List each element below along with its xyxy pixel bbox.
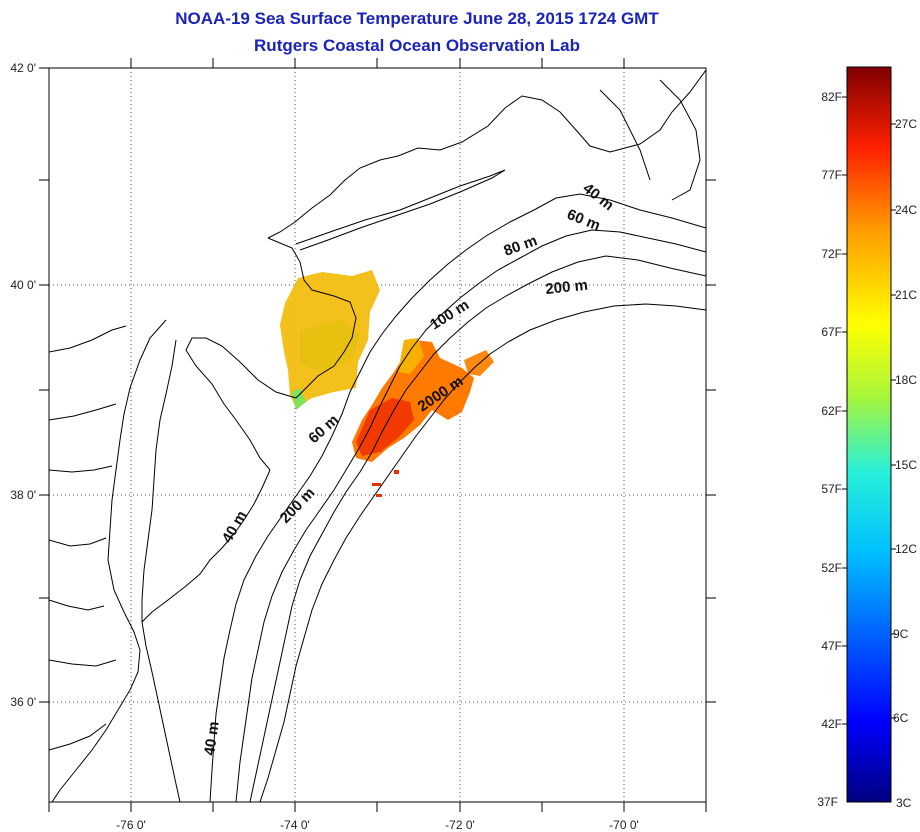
coastline-delaware-bay: [185, 337, 297, 471]
colorbar-f-label: 57F: [821, 482, 842, 496]
coastline-new-england: [267, 69, 706, 239]
colorbar-f-label: 72F: [821, 247, 842, 261]
coastline-chesapeake-east: [141, 339, 177, 622]
coastline-outer-banks: [141, 621, 181, 802]
colorbar-f-label: 67F: [821, 325, 842, 339]
colorbar-f-label: 62F: [821, 404, 842, 418]
colorbar-c-label: 15C: [895, 458, 917, 472]
colorbar-c-label: 18C: [895, 373, 917, 387]
lat-labels: 42 0' 40 0' 38 0' 36 0': [10, 61, 36, 709]
axis-ticks: [39, 58, 716, 812]
map-title: NOAA-19 Sea Surface Temperature June 28,…: [175, 9, 659, 28]
colorbar-c-label: 27C: [895, 117, 917, 131]
lat-tick-label: 38 0': [10, 488, 36, 502]
colorbar-f-label: 52F: [821, 561, 842, 575]
depth-label: 40 m: [201, 720, 223, 756]
colorbar-f-label: 37F: [817, 795, 838, 809]
lat-tick-label: 40 0': [10, 278, 36, 292]
temperature-colorbar: 82F 77F 72F 67F 62F 57F 52F 47F 42F 37F …: [817, 66, 917, 810]
sst-speck: [376, 494, 382, 497]
lon-tick-label: -70 0': [609, 818, 639, 832]
colorbar-c-label: 24C: [895, 203, 917, 217]
lon-tick-label: -74 0': [280, 818, 310, 832]
colorbar-f-label: 82F: [821, 90, 842, 104]
lat-tick-label: 36 0': [10, 695, 36, 709]
coastline-tributaries: [49, 325, 127, 751]
map-subtitle: Rutgers Coastal Ocean Observation Lab: [254, 36, 580, 55]
colorbar-f-label: 77F: [821, 168, 842, 182]
coastline-chesapeake-west: [51, 319, 167, 802]
sst-patch-yellow-edge: [398, 338, 424, 374]
colorbar-c-label: 6C: [893, 711, 909, 725]
lon-labels: -76 0' -74 0' -72 0' -70 0': [116, 818, 639, 832]
coastline: [49, 69, 706, 802]
colorbar-f-label: 42F: [821, 717, 842, 731]
coastline-long-island: [295, 169, 506, 251]
colorbar-c-label: 9C: [893, 627, 909, 641]
lon-tick-label: -72 0': [445, 818, 475, 832]
depth-label: 200 m: [545, 277, 589, 298]
colorbar-c-label: 3C: [896, 796, 912, 810]
colorbar-c-label: 12C: [895, 542, 917, 556]
sst-speck: [394, 470, 399, 474]
lat-tick-label: 42 0': [10, 61, 36, 75]
sst-patch-cool-coast: [292, 388, 306, 410]
colorbar-f-label: 47F: [821, 639, 842, 653]
colorbar-gradient: [846, 66, 892, 803]
sst-patch-warm-inner: [300, 320, 360, 372]
sst-speck: [372, 483, 381, 486]
coastline-new-jersey: [267, 237, 357, 399]
coastline-delmarva: [141, 469, 271, 623]
bathymetry-contours: [209, 79, 706, 802]
lon-tick-label: -76 0': [116, 818, 146, 832]
colorbar-c-label: 21C: [895, 288, 917, 302]
